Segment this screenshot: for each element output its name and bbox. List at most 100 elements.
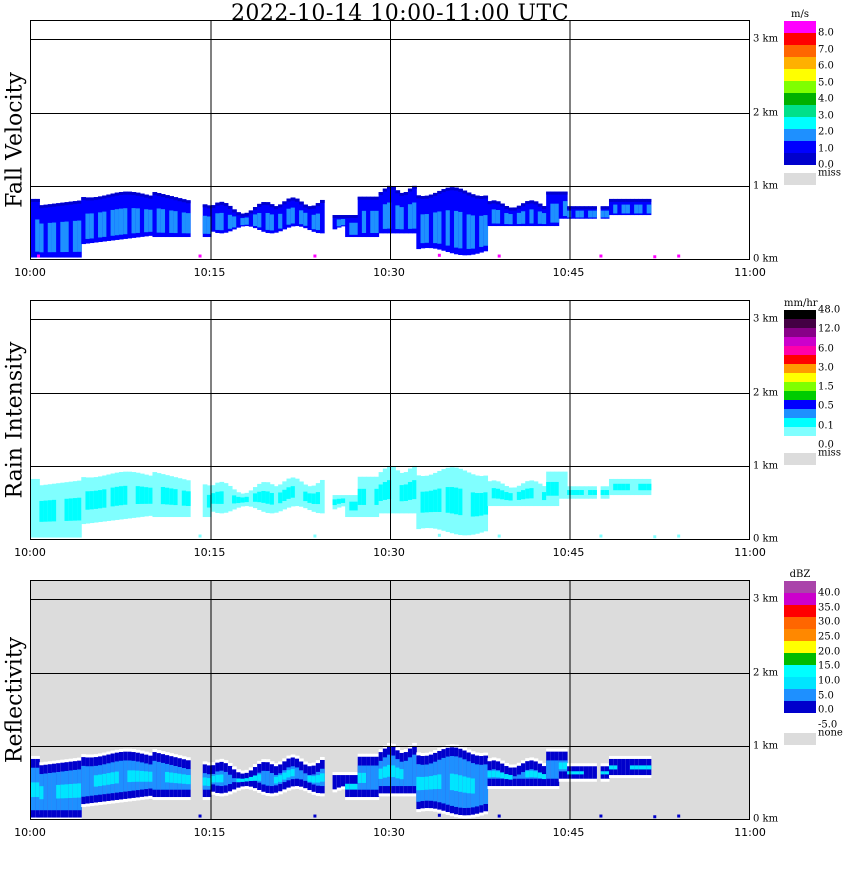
x-tick-label: 11:00	[734, 266, 766, 279]
y-axis-label: Reflectivity	[0, 580, 30, 820]
legend-swatch	[784, 665, 816, 677]
legend-swatch	[784, 21, 816, 33]
legend-label: 25.0	[818, 632, 840, 643]
legend-swatch	[784, 641, 816, 653]
x-tick-label: 10:45	[553, 546, 585, 559]
legend-swatch	[784, 81, 816, 93]
legend-swatch	[784, 409, 816, 418]
y-tick-label: 1 km	[753, 460, 778, 471]
y-axis-label-text: Reflectivity	[3, 637, 28, 763]
legend-label: 5.0	[818, 690, 834, 701]
legend-swatch	[784, 33, 816, 45]
x-tick-label: 10:15	[194, 826, 226, 839]
legend-missing-swatch	[784, 453, 816, 465]
legend-swatch	[784, 373, 816, 382]
legend-swatch	[784, 93, 816, 105]
legend-missing-swatch	[784, 173, 816, 185]
x-tick-label: 10:30	[373, 266, 405, 279]
y-tick-label: 3 km	[753, 594, 778, 605]
legend-swatch	[784, 713, 816, 725]
legend-label: 5.0	[818, 77, 834, 88]
legend-swatch	[784, 581, 816, 593]
x-tick-label: 10:00	[14, 826, 46, 839]
y-axis-label-text: Fall Velocity	[3, 72, 28, 208]
legend-label: 10.0	[818, 676, 840, 687]
y-axis-label: Rain Intensity	[0, 300, 30, 540]
x-tick-label: 10:30	[373, 546, 405, 559]
legend-missing-label: none	[818, 728, 843, 739]
legend-missing-label: miss	[818, 448, 841, 459]
legend-swatch	[784, 653, 816, 665]
legend-label: 0.5	[818, 401, 834, 412]
y-tick-label: 0 km	[753, 254, 778, 265]
legend-swatch	[784, 117, 816, 129]
legend-label: 4.0	[818, 94, 834, 105]
y-axis-label: Fall Velocity	[0, 20, 30, 260]
legend-label: 8.0	[818, 28, 834, 39]
y-tick-label: 3 km	[753, 34, 778, 45]
legend-label: 12.0	[818, 324, 840, 335]
legend-label: 1.5	[818, 382, 834, 393]
legend-label: 40.0	[818, 588, 840, 599]
y-tick-label: 2 km	[753, 387, 778, 398]
legend-label: 3.0	[818, 110, 834, 121]
legend-label: 48.0	[818, 305, 840, 316]
x-tick-label: 11:00	[734, 546, 766, 559]
legend-missing-swatch	[784, 733, 816, 745]
legend-unit: mm/hr	[784, 298, 816, 309]
legend-swatch	[784, 605, 816, 617]
y-tick-label: 0 km	[753, 814, 778, 825]
y-tick-label: 2 km	[753, 667, 778, 678]
legend-unit: m/s	[784, 9, 816, 20]
plot-area	[30, 580, 750, 820]
legend-swatch	[784, 319, 816, 328]
legend-swatch	[784, 364, 816, 373]
legend-swatch	[784, 105, 816, 117]
legend-swatch	[784, 310, 816, 319]
legend-label: 7.0	[818, 44, 834, 55]
legend-swatch	[784, 153, 816, 165]
legend-swatch	[784, 427, 816, 436]
plot-area	[30, 300, 750, 540]
legend-label: 3.0	[818, 362, 834, 373]
legend-swatch	[784, 69, 816, 81]
legend-swatch	[784, 677, 816, 689]
legend-swatch	[784, 346, 816, 355]
legend-swatch	[784, 593, 816, 605]
x-tick-label: 10:15	[194, 546, 226, 559]
legend-swatch	[784, 400, 816, 409]
legend-label: 0.0	[818, 705, 834, 716]
legend-label: 6.0	[818, 343, 834, 354]
y-tick-label: 0 km	[753, 534, 778, 545]
legend-swatch	[784, 391, 816, 400]
x-tick-label: 10:00	[14, 266, 46, 279]
x-tick-label: 10:30	[373, 826, 405, 839]
legend-label: 2.0	[818, 127, 834, 138]
legend-swatch	[784, 436, 816, 445]
legend-swatch	[784, 689, 816, 701]
legend-label: 1.0	[818, 143, 834, 154]
legend-swatch	[784, 57, 816, 69]
legend-swatch	[784, 418, 816, 427]
plot-area	[30, 20, 750, 260]
legend-swatch	[784, 129, 816, 141]
legend-label: 0.1	[818, 420, 834, 431]
legend-swatch	[784, 355, 816, 364]
legend-swatch	[784, 45, 816, 57]
x-tick-label: 10:00	[14, 546, 46, 559]
legend-swatch	[784, 701, 816, 713]
y-tick-label: 3 km	[753, 314, 778, 325]
legend-label: 30.0	[818, 617, 840, 628]
y-tick-label: 1 km	[753, 740, 778, 751]
y-axis-label-text: Rain Intensity	[3, 342, 28, 499]
y-tick-label: 1 km	[753, 180, 778, 191]
legend-swatch	[784, 141, 816, 153]
legend-swatch	[784, 337, 816, 346]
legend-missing-label: miss	[818, 168, 841, 179]
legend-swatch	[784, 617, 816, 629]
legend-swatch	[784, 382, 816, 391]
legend-label: 20.0	[818, 646, 840, 657]
legend-swatch	[784, 629, 816, 641]
